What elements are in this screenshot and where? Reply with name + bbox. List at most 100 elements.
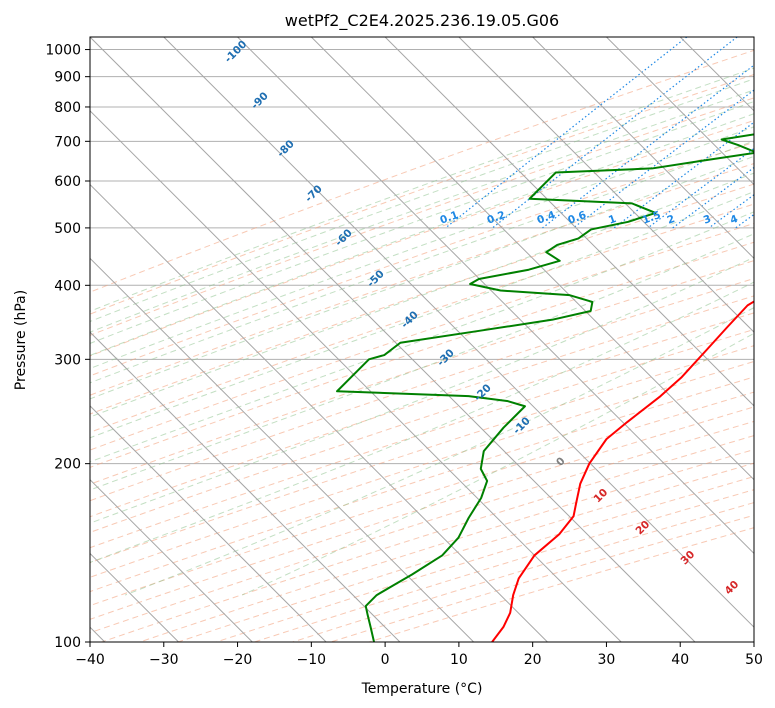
plot-frame xyxy=(89,36,755,643)
y-tick-label: 1000 xyxy=(45,43,81,59)
mixing-ratio-line xyxy=(735,213,754,229)
isotherm-label: 30 xyxy=(678,548,697,567)
dry-adiabat-line xyxy=(90,141,754,377)
isotherm-label: 10 xyxy=(591,486,610,505)
isotherm-label: -90 xyxy=(249,90,271,112)
mixing-ratio-line xyxy=(492,37,738,229)
dry-adiabat-line xyxy=(90,360,754,578)
dry-adiabat-line xyxy=(90,295,754,518)
dry-adiabat-line xyxy=(90,222,754,451)
x-tick-label: −40 xyxy=(75,652,105,668)
x-tick-label: 40 xyxy=(671,652,689,668)
isotherm-line xyxy=(237,37,754,555)
moist-adiabat-line xyxy=(90,89,754,333)
mixing-ratio-label: 1.5 xyxy=(641,209,663,227)
isotherm-line xyxy=(310,37,754,481)
mixing-ratio-label: 3 xyxy=(702,213,713,227)
isotherm-line xyxy=(90,37,696,642)
isotherm-line xyxy=(532,37,754,260)
mixing-ratio-label: 0.2 xyxy=(485,209,507,227)
temperature-profile-line xyxy=(491,300,754,642)
isotherm-line xyxy=(90,110,622,642)
dry-adiabat-line xyxy=(90,345,754,564)
dry-adiabat-line xyxy=(90,406,754,620)
mixing-ratio-label: 0.1 xyxy=(438,209,460,227)
mixing-ratio-label: 4 xyxy=(729,213,740,227)
dewpoint-profile-line xyxy=(336,133,754,642)
x-axis-title: Temperature (°C) xyxy=(361,681,483,697)
isotherm-line xyxy=(384,37,754,407)
moist-adiabat-line xyxy=(90,113,754,356)
x-tick-label: 10 xyxy=(450,652,468,668)
isotherm-line xyxy=(679,37,754,112)
isotherm-label: -30 xyxy=(435,347,457,369)
y-tick-label: 500 xyxy=(54,221,81,237)
dry-adiabat-line xyxy=(101,435,754,642)
isotherm-line xyxy=(90,478,253,642)
dry-adiabat-line xyxy=(90,97,754,336)
isotherm-line xyxy=(458,37,754,333)
x-tick-label: 0 xyxy=(381,652,390,668)
isotherm-label: -70 xyxy=(303,183,325,205)
isotherm-line xyxy=(90,405,327,642)
x-tick-label: −30 xyxy=(149,652,179,668)
isotherm-label: -60 xyxy=(333,227,355,249)
chart-title: wetPf2_C2E4.2025.236.19.05.G06 xyxy=(285,11,559,31)
y-tick-label: 200 xyxy=(54,457,81,473)
moist-adiabat-line xyxy=(90,126,754,370)
isotherm-line xyxy=(163,37,754,628)
y-tick-label: 100 xyxy=(54,635,81,651)
dry-adiabat-line xyxy=(330,514,754,642)
background-lines xyxy=(90,37,754,642)
moist-adiabat-line xyxy=(90,191,754,439)
x-tick-label: 20 xyxy=(524,652,542,668)
dry-adiabat-line xyxy=(90,183,754,415)
moist-adiabat-line xyxy=(90,78,754,323)
mixing-ratio-line xyxy=(445,37,688,229)
moist-adiabat-line xyxy=(90,281,754,563)
dry-adiabat-line xyxy=(90,328,754,549)
isotherm-line xyxy=(90,331,401,642)
y-tick-label: 600 xyxy=(54,174,81,190)
y-axis-title: Pressure (hPa) xyxy=(13,290,29,390)
moist-adiabat-line xyxy=(124,307,754,596)
profile-lines xyxy=(336,133,754,642)
moist-adiabat-line xyxy=(241,332,754,596)
y-tick-label: 900 xyxy=(54,70,81,86)
dry-adiabat-line xyxy=(90,163,754,396)
dry-adiabat-line xyxy=(90,73,754,315)
x-tick-label: 50 xyxy=(745,652,763,668)
moist-adiabat-line xyxy=(90,155,754,400)
mixing-ratio-line xyxy=(573,89,754,229)
mixing-ratio-label: 2 xyxy=(666,213,677,227)
isotherm-label: 20 xyxy=(633,518,652,537)
y-tick-label: 700 xyxy=(54,134,81,150)
dry-adiabat-line xyxy=(90,260,754,485)
dry-adiabat-line xyxy=(90,391,754,607)
isotherm-label: -40 xyxy=(399,309,421,331)
moist-adiabat-line xyxy=(90,140,754,384)
moist-adiabat-line xyxy=(90,256,754,524)
isotherm-line xyxy=(753,37,754,38)
isotherm-line xyxy=(606,37,754,186)
moist-adiabat-line xyxy=(90,100,754,344)
moist-adiabat-line xyxy=(90,172,754,418)
mixing-ratio-label: 0.4 xyxy=(535,209,557,227)
isotherm-label: -50 xyxy=(365,268,387,290)
isotherm-label: 40 xyxy=(722,578,741,597)
isotherm-line xyxy=(90,183,548,642)
moist-adiabat-line xyxy=(90,67,754,312)
x-axis: −40 −30 −20 −10 0 10 20 30 40 50 xyxy=(75,642,763,668)
mixing-ratio-line xyxy=(542,64,754,229)
mixing-ratio-label: 1 xyxy=(607,213,618,227)
dry-adiabat-line xyxy=(90,203,754,433)
y-tick-label: 800 xyxy=(54,100,81,116)
dry-adiabat-line xyxy=(90,119,754,357)
moist-adiabat-line xyxy=(90,211,754,463)
dry-adiabat-line xyxy=(90,241,754,468)
dry-adiabat-line xyxy=(90,277,754,502)
mixing-ratio-line xyxy=(672,166,754,229)
dry-adiabat-line xyxy=(90,376,754,593)
x-tick-label: 30 xyxy=(598,652,616,668)
